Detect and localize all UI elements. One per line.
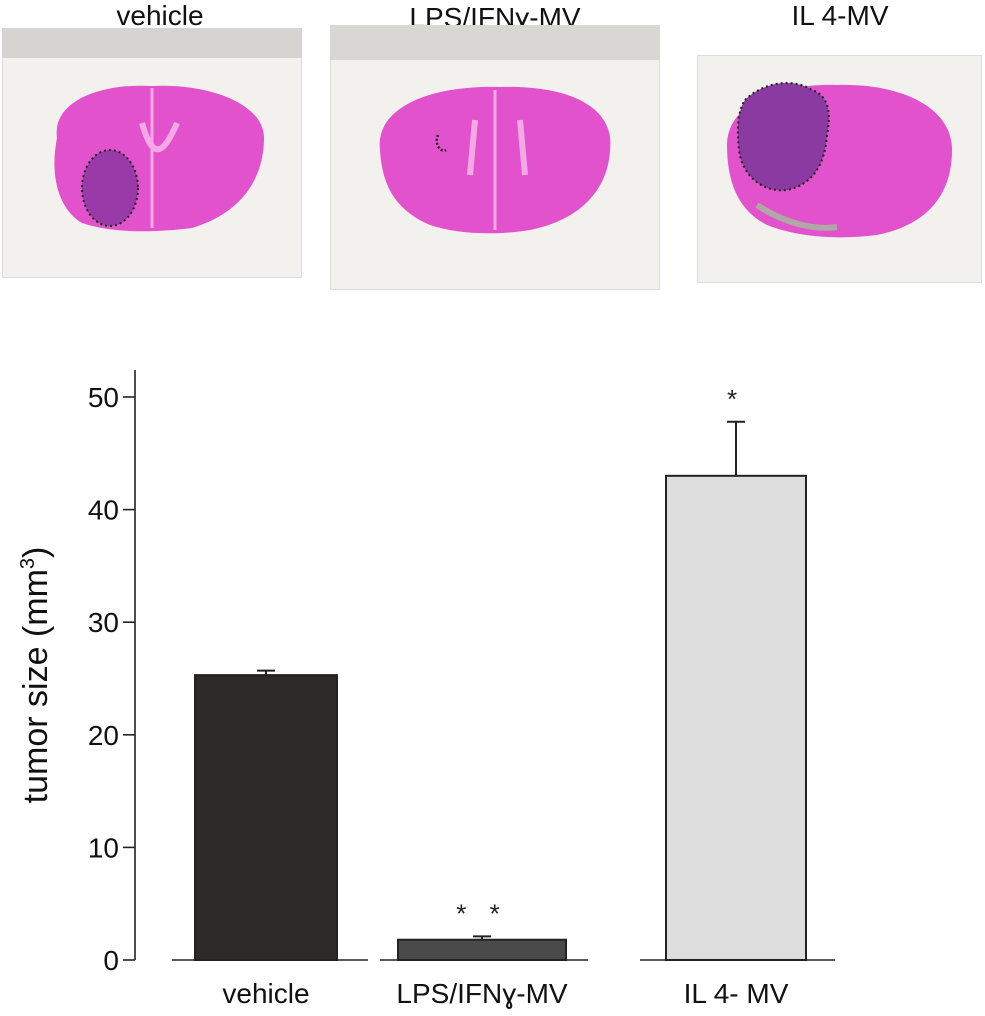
bar bbox=[194, 674, 338, 961]
significance-marker: * bbox=[727, 384, 745, 414]
panel-title-il4-mv: IL 4-MV bbox=[791, 0, 889, 31]
chart-bars bbox=[194, 474, 807, 961]
brain-section-image-vehicle bbox=[2, 28, 302, 278]
y-tick-label: 30 bbox=[88, 607, 119, 638]
chart-axes: 0 10 20 30 40 50 tumor size (mm3) bbox=[17, 370, 835, 976]
y-axis-label: tumor size (mm3) bbox=[17, 547, 55, 804]
y-tick-label: 10 bbox=[88, 832, 119, 863]
y-tick-label: 0 bbox=[103, 945, 119, 976]
bar bbox=[665, 474, 807, 961]
chart-labels: vehicle * * LPS/IFNɣ-MV * IL 4- MV bbox=[222, 384, 788, 1009]
panel-title-vehicle: vehicle bbox=[116, 0, 204, 31]
x-tick-label: vehicle bbox=[222, 978, 309, 1009]
brain-section-image-lps-ifng-mv bbox=[330, 25, 660, 290]
x-tick-label: IL 4- MV bbox=[684, 978, 789, 1009]
y-tick-label: 20 bbox=[88, 720, 119, 751]
y-tick-label: 50 bbox=[88, 382, 119, 413]
tumor-size-bar-chart: 0 10 20 30 40 50 tumor size (mm3) vehicle * * LP… bbox=[17, 370, 835, 1009]
chart-error-bars bbox=[257, 420, 745, 940]
bar bbox=[397, 938, 567, 961]
x-tick-label: LPS/IFNɣ-MV bbox=[396, 978, 567, 1009]
significance-marker: * * bbox=[456, 898, 507, 928]
brain-section-image-il4-mv bbox=[697, 55, 982, 283]
y-tick-label: 40 bbox=[88, 495, 119, 526]
